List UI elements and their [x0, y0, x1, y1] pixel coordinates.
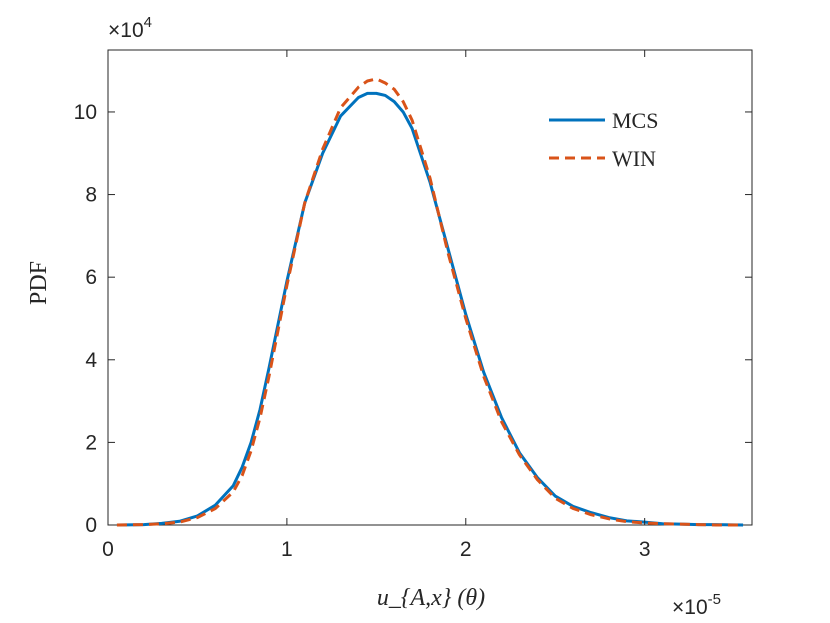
x-axis-title: u_{A,x} (θ) [377, 585, 485, 611]
x-tick-label: 0 [102, 538, 114, 561]
x-tick-label: 1 [281, 538, 293, 561]
x-tick-label: 2 [460, 538, 472, 561]
x-axis-multiplier-exponent: -5 [708, 591, 721, 608]
x-tick-label: 3 [639, 538, 651, 561]
tick-marks [107, 50, 752, 526]
y-axis-multiplier-exponent: 4 [144, 14, 152, 31]
y-tick-label: 2 [85, 431, 97, 454]
axes-frame [107, 49, 753, 526]
series-layer [116, 77, 744, 527]
y-tick-label: 10 [74, 101, 97, 124]
x-tick-labels: 0 1 2 3 [102, 538, 650, 561]
y-axis-multiplier: ×104 [108, 14, 152, 42]
legend: MCS WIN [549, 108, 658, 171]
plot-area [107, 49, 753, 527]
y-tick-label: 6 [85, 266, 97, 289]
legend-label-mcs: MCS [612, 108, 658, 133]
x-axis-multiplier: ×10-5 [672, 591, 721, 619]
y-tick-label: 0 [85, 514, 97, 537]
y-tick-label: 4 [85, 349, 97, 372]
y-tick-labels: 0 2 4 6 8 10 [74, 101, 98, 537]
series-line-win [116, 77, 744, 527]
y-tick-label: 8 [85, 184, 97, 207]
y-axis-title: PDF [26, 261, 52, 305]
legend-label-win: WIN [612, 146, 656, 171]
